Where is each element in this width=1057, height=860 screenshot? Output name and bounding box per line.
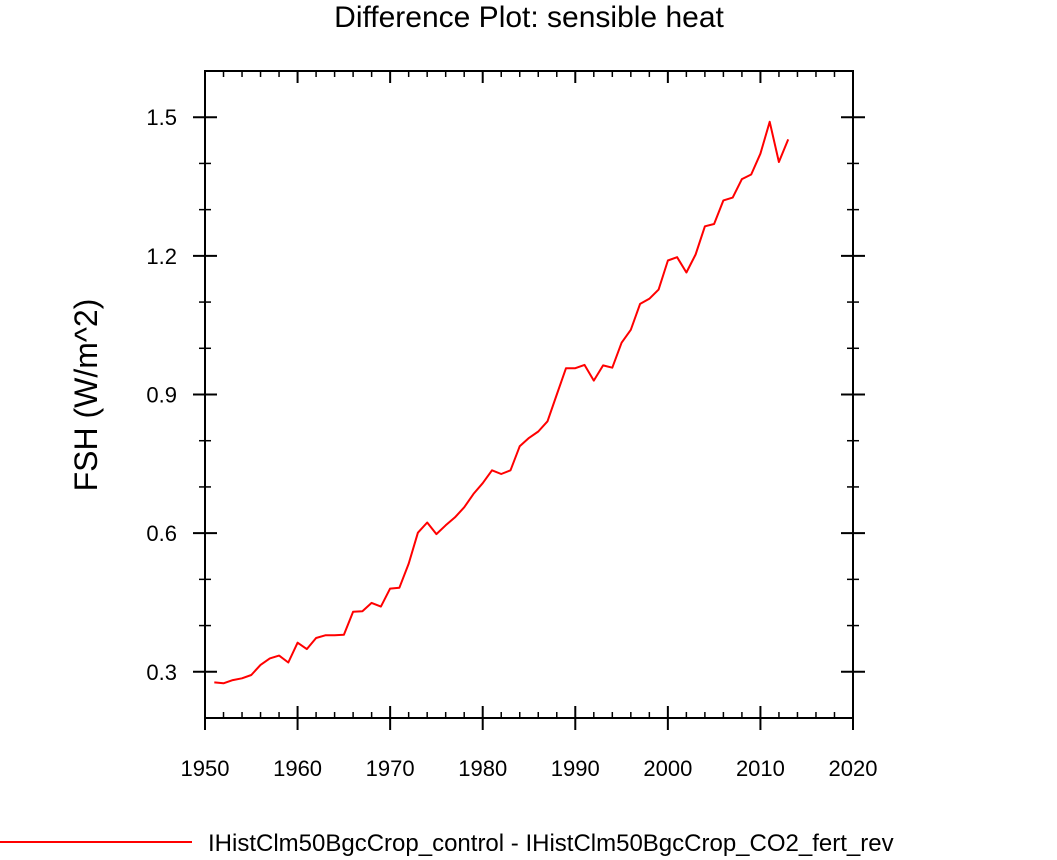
plot-frame <box>204 70 854 719</box>
x-tick-label: 1950 <box>181 756 230 781</box>
x-tick-label: 2010 <box>736 756 785 781</box>
x-tick-label: 1970 <box>366 756 415 781</box>
y-axis: 0.3 0.6 0.9 1.2 1.5 <box>146 105 865 685</box>
y-tick-label: 0.9 <box>146 383 177 408</box>
y-axis-label: FSH (W/m^2) <box>68 299 104 492</box>
y-tick-label: 0.6 <box>146 521 177 546</box>
legend: IHistClm50BgcCrop_control - IHistClm50Bg… <box>0 830 894 857</box>
legend-label: IHistClm50BgcCrop_control - IHistClm50Bg… <box>208 830 894 857</box>
plot-area <box>204 70 854 719</box>
y-tick-label: 1.2 <box>146 244 177 269</box>
chart-title: Difference Plot: sensible heat <box>334 1 724 34</box>
y-tick-label: 0.3 <box>146 660 177 685</box>
y-tick-label: 1.5 <box>146 105 177 130</box>
x-tick-label: 1980 <box>458 756 507 781</box>
x-axis: 1950 1960 1970 1980 1990 2000 2010 2020 <box>181 71 878 781</box>
x-tick-label: 2000 <box>643 756 692 781</box>
x-tick-label: 2020 <box>829 756 878 781</box>
x-tick-label: 1960 <box>273 756 322 781</box>
x-tick-label: 1990 <box>551 756 600 781</box>
series-line-0 <box>214 120 790 685</box>
series-group <box>214 120 790 685</box>
